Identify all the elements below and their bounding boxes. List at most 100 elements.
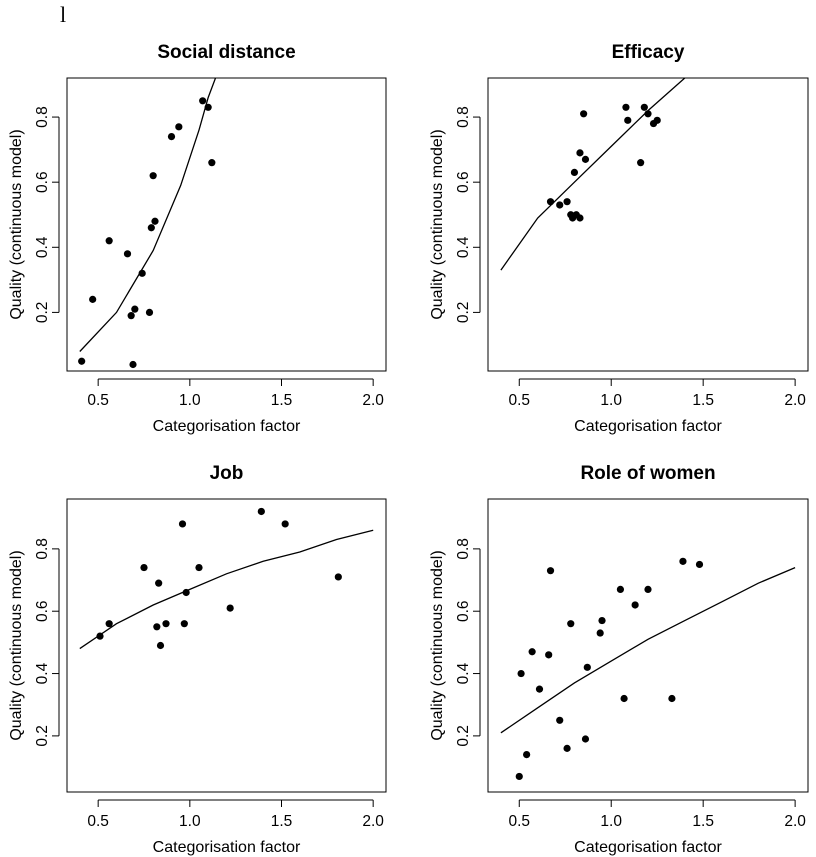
chart-1-y-tick-label: 0.4 xyxy=(455,236,472,258)
chart-3-data-point xyxy=(546,567,555,575)
chart-1-data-point xyxy=(624,116,632,124)
chart-2-data-point xyxy=(155,579,163,587)
chart-3-y-tick-label: 0.6 xyxy=(455,600,472,622)
chart-1-x-tick-label: 1.0 xyxy=(600,392,622,409)
chart-3-y-tick-label: 0.2 xyxy=(455,725,472,747)
chart-1-fit-line xyxy=(500,78,686,271)
chart-3-data-point xyxy=(695,560,704,569)
chart-3-data-point xyxy=(581,735,590,743)
chart-3-data-point xyxy=(644,585,652,593)
chart-0-data-point xyxy=(123,250,132,258)
chart-0-data-point xyxy=(129,360,137,369)
panel-job: Job 0.5 1.0 1.5 2.0 0.2 0.4 0.6 0.8 Categorisatio… xyxy=(8,463,387,856)
chart-3-x-tick-label: 0.5 xyxy=(508,813,530,830)
chart-2-y-tick-label: 0.6 xyxy=(34,600,51,622)
chart-2-title: Job xyxy=(210,463,244,484)
chart-3-data-point xyxy=(583,663,591,671)
chart-1-data-point xyxy=(556,201,564,209)
chart-1-data-point xyxy=(580,110,588,118)
chart-0-data-point xyxy=(138,269,146,277)
panel-efficacy: Efficacy 0.5 1.0 1.5 2.0 0.2 0.4 0.6 0.8 Categori… xyxy=(429,42,809,435)
chart-1-y-tick-label: 0.6 xyxy=(455,171,472,193)
chart-0-data-point xyxy=(145,308,154,316)
chart-2-x-axis-label: Categorisation factor xyxy=(153,839,301,856)
chart-0-data-point xyxy=(175,123,183,131)
panel-role-of-women: Role of women 0.5 1.0 1.5 2.0 0.2 0.4 0.6 0.8 Cat… xyxy=(429,463,809,856)
chart-2-y-tick-label: 0.4 xyxy=(34,662,51,684)
chart-0-data-point xyxy=(147,224,155,232)
chart-3-data-point xyxy=(596,629,604,637)
chart-0-fit-line xyxy=(79,78,217,352)
chart-3-y-tick-label: 0.4 xyxy=(455,662,472,684)
chart-0-data-point xyxy=(151,217,159,225)
chart-3-y-axis-label: Quality (continuous model) xyxy=(429,550,446,740)
panel-social-distance: Social distance 0.5 1.0 1.5 2.0 0.2 0.4 0.6 0.8 C… xyxy=(8,42,387,435)
chart-1-y-tick-label: 0.8 xyxy=(455,106,472,128)
chart-3-data-point xyxy=(620,694,628,703)
chart-1-data-point xyxy=(644,110,652,118)
chart-2-x-tick-label: 1.5 xyxy=(271,813,293,830)
chart-1-x-tick-label: 1.5 xyxy=(692,392,714,409)
chart-2-data-point xyxy=(180,620,188,628)
chart-0-data-point xyxy=(208,159,216,167)
chart-3-plot-frame xyxy=(487,498,809,793)
chart-1-data-point xyxy=(653,116,661,124)
chart-3-data-point xyxy=(567,620,575,628)
chart-3-data-point xyxy=(668,694,676,703)
chart-1-data-point xyxy=(546,198,555,206)
chart-2-plot-frame xyxy=(66,498,387,793)
chart-3-x-tick-label: 2.0 xyxy=(784,813,806,830)
chart-0-x-tick-label: 1.0 xyxy=(179,392,201,409)
chart-0-data-point xyxy=(105,237,113,245)
chart-1-plot-frame xyxy=(487,77,809,372)
chart-0-data-point xyxy=(89,295,97,303)
chart-3-x-axis-label: Categorisation factor xyxy=(574,839,722,856)
chart-2-data-point xyxy=(226,604,234,612)
chart-2-data-point xyxy=(257,507,265,516)
chart-1-data-point xyxy=(570,168,579,177)
chart-0-x-tick-label: 2.0 xyxy=(362,392,384,409)
chart-2-y-tick-label: 0.2 xyxy=(34,725,51,747)
chart-2-x-tick-label: 1.0 xyxy=(179,813,201,830)
chart-3-data-point xyxy=(679,557,687,565)
chart-2-data-point xyxy=(153,623,161,631)
chart-0-y-tick-label: 0.4 xyxy=(34,236,51,258)
chart-0-data-point xyxy=(167,133,176,141)
chart-0-x-tick-label: 1.5 xyxy=(271,392,293,409)
chart-1-data-point xyxy=(576,214,584,222)
chart-3-data-point xyxy=(598,616,606,625)
chart-3-title: Role of women xyxy=(580,463,715,484)
chart-3-data-point xyxy=(545,651,553,659)
chart-0-y-tick-label: 0.8 xyxy=(34,106,51,128)
chart-2-fit-line xyxy=(79,529,374,650)
chart-0-data-point xyxy=(204,103,212,111)
chart-1-y-tick-label: 0.2 xyxy=(455,302,472,324)
chart-0-y-axis-label: Quality (continuous model) xyxy=(8,129,25,319)
chart-3-data-point xyxy=(563,744,571,752)
chart-2-data-point xyxy=(281,520,289,528)
chart-3-data-point xyxy=(535,685,544,693)
chart-0-title: Social distance xyxy=(157,42,295,63)
chart-1-x-axis-label: Categorisation factor xyxy=(574,418,722,435)
chart-3-x-tick-label: 1.0 xyxy=(600,813,622,830)
chart-2-x-tick-label: 0.5 xyxy=(87,813,109,830)
chart-1-data-point xyxy=(637,159,645,167)
chart-3-fit-line xyxy=(500,567,796,734)
chart-0-data-point xyxy=(149,172,157,180)
chart-0-y-tick-label: 0.6 xyxy=(34,171,51,193)
chart-2-data-point xyxy=(140,563,148,572)
chart-0-x-axis-label: Categorisation factor xyxy=(153,418,301,435)
chart-0-data-point xyxy=(78,357,86,365)
chart-0-plot-frame xyxy=(66,77,387,372)
chart-2-data-point xyxy=(156,641,165,650)
chart-2-data-point xyxy=(195,563,203,572)
chart-1-data-point xyxy=(563,198,571,206)
chart-2-data-point xyxy=(162,620,170,628)
chart-3-data-point xyxy=(528,648,536,656)
chart-2-y-axis-label: Quality (continuous model) xyxy=(8,550,25,740)
chart-1-x-tick-label: 0.5 xyxy=(508,392,530,409)
chart-1-data-point xyxy=(576,149,584,157)
chart-3-data-point xyxy=(631,601,639,609)
chart-1-title: Efficacy xyxy=(612,42,685,63)
